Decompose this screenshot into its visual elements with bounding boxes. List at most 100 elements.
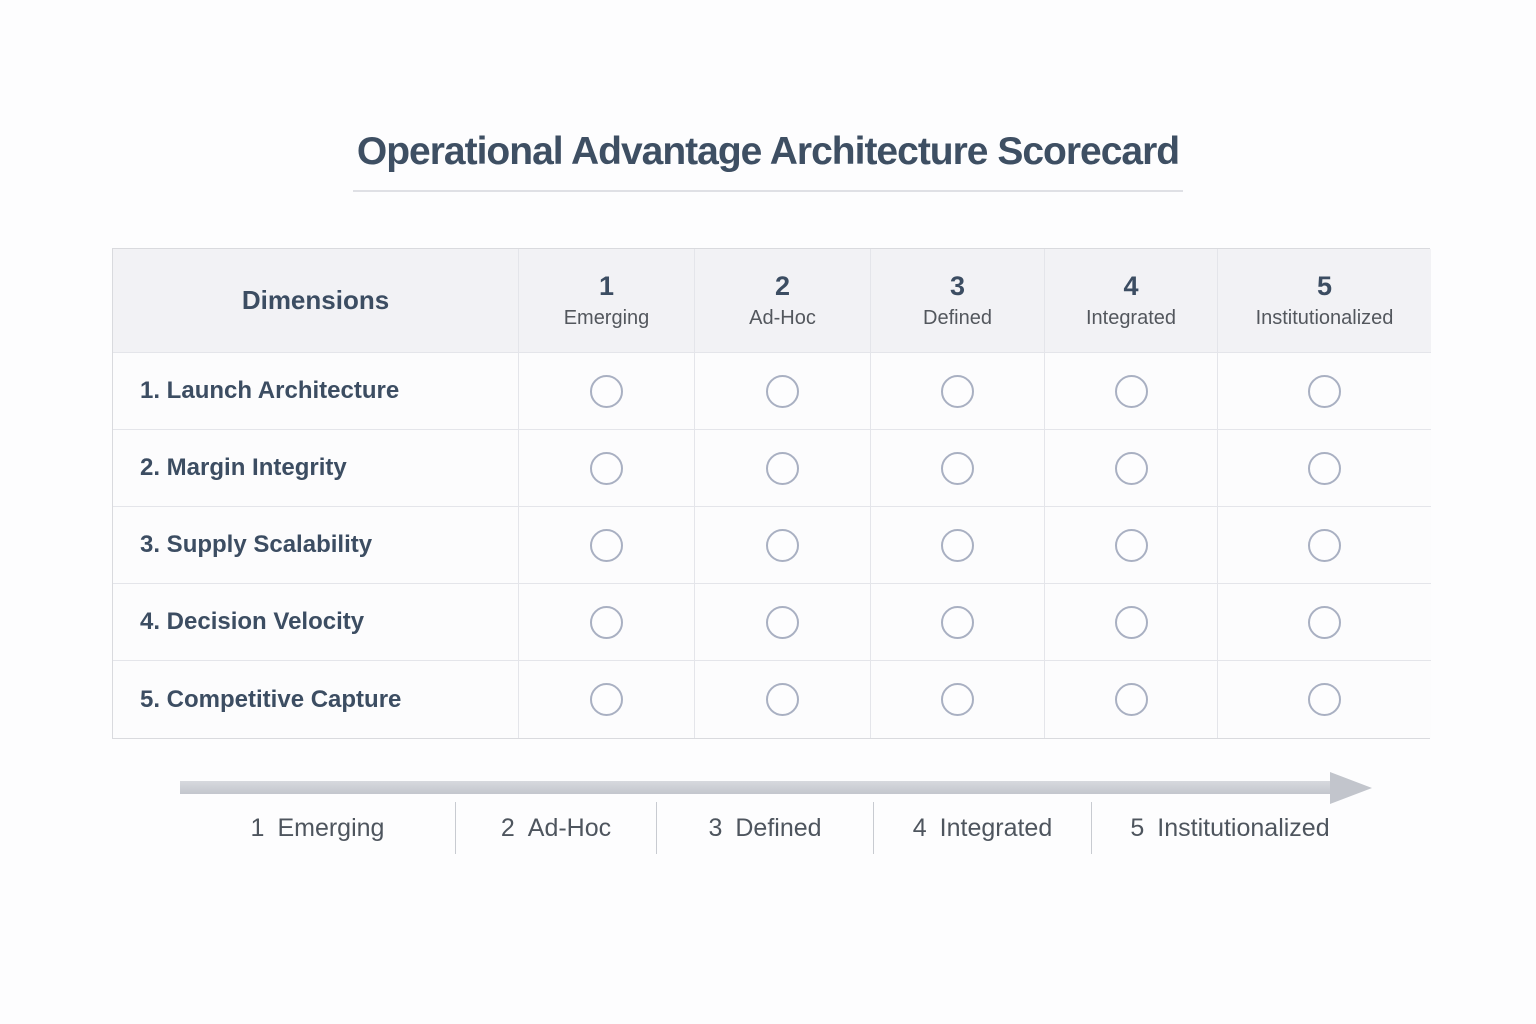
score-cell	[695, 584, 871, 661]
legend-number: 4	[912, 813, 927, 842]
legend-item-integrated: 4 Integrated	[873, 802, 1091, 854]
dimension-label: 2. Margin Integrity	[140, 454, 347, 481]
level-label: Ad-Hoc	[749, 306, 816, 329]
column-header-level-2: 2 Ad-Hoc	[695, 249, 871, 353]
legend-label: Defined	[735, 813, 822, 842]
title-underline	[353, 190, 1183, 192]
score-radio-r4c1[interactable]	[590, 605, 623, 639]
arrow-bar	[180, 781, 1330, 794]
level-number: 3	[949, 271, 966, 302]
level-number: 1	[598, 271, 615, 302]
score-radio-r2c3[interactable]	[941, 451, 974, 485]
legend-number: 2	[500, 813, 515, 842]
score-radio-r1c3[interactable]	[941, 374, 974, 408]
legend-label: Integrated	[939, 813, 1053, 842]
score-cell	[519, 353, 695, 430]
score-radio-r2c4[interactable]	[1114, 451, 1148, 485]
score-radio-r1c4[interactable]	[1114, 374, 1148, 408]
level-label: Emerging	[563, 306, 650, 329]
level-label: Institutionalized	[1255, 306, 1394, 329]
score-radio-r1c1[interactable]	[590, 374, 623, 408]
score-radio-r5c2[interactable]	[766, 683, 799, 716]
level-label: Integrated	[1085, 306, 1177, 329]
score-radio-r3c5[interactable]	[1308, 528, 1341, 562]
dimension-label: 4. Decision Velocity	[140, 608, 365, 635]
score-radio-r5c5[interactable]	[1308, 683, 1341, 716]
score-radio-r2c1[interactable]	[590, 451, 623, 485]
score-radio-r2c5[interactable]	[1308, 451, 1341, 485]
legend-number: 3	[708, 813, 723, 842]
score-cell	[1045, 584, 1218, 661]
table-row-label: 3. Supply Scalability	[113, 507, 519, 584]
score-cell	[1218, 353, 1431, 430]
score-radio-r3c3[interactable]	[941, 528, 974, 562]
page-title: Operational Advantage Architecture Score…	[356, 130, 1180, 173]
score-cell	[871, 584, 1045, 661]
dimension-label: 5. Competitive Capture	[140, 685, 402, 713]
legend-number: 5	[1130, 813, 1145, 842]
score-radio-r4c4[interactable]	[1114, 605, 1148, 639]
dimension-label: 1. Launch Architecture	[140, 377, 400, 404]
level-number: 4	[1123, 271, 1139, 302]
column-header-dimensions: Dimensions	[113, 249, 519, 353]
level-number: 2	[774, 271, 791, 302]
score-cell	[519, 507, 695, 584]
score-radio-r4c5[interactable]	[1308, 605, 1341, 639]
score-radio-r4c3[interactable]	[941, 605, 974, 639]
scorecard-table: Dimensions 1 Emerging 2 Ad-Hoc 3 Defined…	[112, 248, 1431, 739]
score-cell	[871, 353, 1045, 430]
score-cell	[1045, 507, 1218, 584]
arrow-head	[1330, 772, 1372, 804]
legend-item-emerging: 1 Emerging	[180, 802, 455, 854]
table-row-label: 4. Decision Velocity	[113, 584, 519, 661]
score-cell	[519, 584, 695, 661]
score-cell	[1218, 430, 1431, 507]
score-radio-r4c2[interactable]	[766, 605, 799, 639]
score-cell	[1045, 353, 1218, 430]
score-radio-r1c2[interactable]	[766, 374, 799, 408]
score-cell	[519, 430, 695, 507]
level-number: 5	[1316, 271, 1333, 302]
table-row-label: 5. Competitive Capture	[113, 661, 519, 738]
legend-label: Ad-Hoc	[527, 813, 612, 842]
maturity-arrow-icon	[180, 772, 1372, 804]
dimension-label: 3. Supply Scalability	[140, 531, 373, 558]
score-radio-r3c1[interactable]	[590, 528, 623, 562]
legend-number: 1	[250, 813, 265, 842]
maturity-legend: 1 Emerging 2 Ad-Hoc 3 Defined 4 Integrat…	[180, 802, 1368, 854]
score-radio-r5c3[interactable]	[941, 683, 974, 716]
score-cell	[1218, 584, 1431, 661]
score-radio-r2c2[interactable]	[766, 451, 799, 485]
score-cell	[1045, 661, 1218, 738]
legend-label: Emerging	[277, 813, 385, 842]
legend-item-institutionalized: 5 Institutionalized	[1091, 802, 1368, 854]
score-cell	[695, 353, 871, 430]
score-radio-r3c2[interactable]	[766, 528, 799, 562]
column-header-level-1: 1 Emerging	[519, 249, 695, 353]
score-cell	[871, 507, 1045, 584]
score-radio-r5c4[interactable]	[1114, 683, 1148, 716]
score-cell	[519, 661, 695, 738]
level-label: Defined	[923, 306, 992, 329]
score-radio-r1c5[interactable]	[1308, 374, 1341, 408]
score-radio-r5c1[interactable]	[590, 683, 623, 716]
table-row-label: 2. Margin Integrity	[113, 430, 519, 507]
legend-label: Institutionalized	[1157, 813, 1330, 842]
score-cell	[871, 661, 1045, 738]
score-cell	[695, 430, 871, 507]
column-header-level-3: 3 Defined	[871, 249, 1045, 353]
column-header-level-4: 4 Integrated	[1045, 249, 1218, 353]
table-row-label: 1. Launch Architecture	[113, 353, 519, 430]
score-radio-r3c4[interactable]	[1114, 528, 1148, 562]
title-block: Operational Advantage Architecture Score…	[0, 130, 1536, 192]
legend-item-defined: 3 Defined	[656, 802, 873, 854]
dimensions-header-label: Dimensions	[241, 285, 390, 315]
score-cell	[871, 430, 1045, 507]
score-cell	[1218, 661, 1431, 738]
column-header-level-5: 5 Institutionalized	[1218, 249, 1431, 353]
score-cell	[695, 507, 871, 584]
legend-item-ad-hoc: 2 Ad-Hoc	[455, 802, 656, 854]
score-cell	[1045, 430, 1218, 507]
score-cell	[1218, 507, 1431, 584]
